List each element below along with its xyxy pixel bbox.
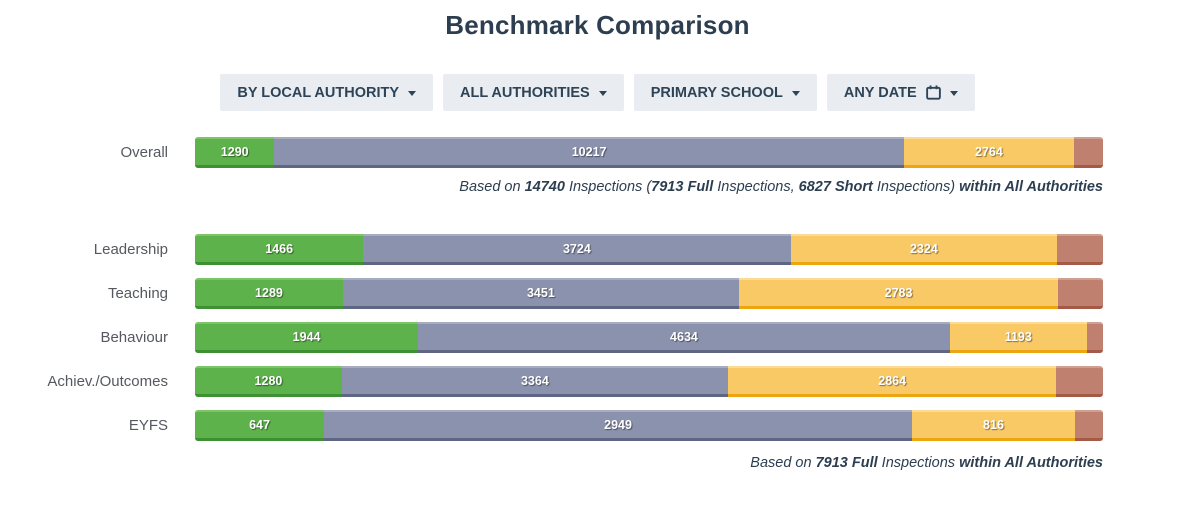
- chart-row-overall: Overall 1290 10217 2764: [0, 137, 1195, 168]
- row-label: Leadership: [93, 241, 168, 258]
- segment-value: 1280: [254, 374, 283, 388]
- caption-text: 6827 Short: [798, 179, 873, 195]
- stacked-bar: 1280 3364 2864: [195, 366, 1103, 397]
- overall-caption: Based on 14740 Inspections (7913 Full In…: [0, 178, 1195, 196]
- segment-value: 1289: [255, 286, 283, 300]
- page-title: Benchmark Comparison: [445, 10, 750, 40]
- row-label: Teaching: [107, 285, 168, 302]
- caption-text: Inspections: [877, 455, 960, 471]
- stacked-bar: 1466 3724 2324: [195, 234, 1103, 265]
- filter-label: BY LOCAL AUTHORITY: [237, 84, 400, 101]
- stacked-bar: 647 2949 816: [195, 410, 1103, 441]
- chevron-down-icon: [949, 91, 958, 96]
- bar-segment-amber[interactable]: 2783: [738, 278, 1059, 309]
- bar-segment-red[interactable]: [1074, 137, 1103, 168]
- segment-value: 1466: [265, 242, 294, 256]
- segment-value: 816: [983, 418, 1004, 432]
- row-label: Overall: [120, 144, 168, 161]
- bar-segment-red[interactable]: [1056, 366, 1103, 397]
- bar-segment-red[interactable]: [1074, 410, 1103, 441]
- caption-text: 7913 Full: [651, 179, 714, 195]
- segment-value: 647: [249, 418, 270, 432]
- row-label: EYFS: [128, 417, 168, 434]
- segment-value: 1193: [1004, 330, 1032, 344]
- caption-text: Based on: [750, 455, 816, 471]
- bar-segment-red[interactable]: [1058, 278, 1103, 309]
- chart-row-achiev-outcomes: Achiev./Outcomes 1280 3364 2864: [0, 366, 1195, 397]
- bar-segment-green[interactable]: 1290: [195, 137, 275, 168]
- bar-segment-red[interactable]: [1057, 234, 1103, 265]
- segment-value: 1944: [292, 330, 321, 344]
- segment-value: 2783: [884, 286, 913, 300]
- bar-segment-amber[interactable]: 2324: [790, 234, 1058, 265]
- detail-section: Leadership 1466 3724 2324 Teaching 1289 3451 27…: [0, 234, 1195, 441]
- segment-value: 1290: [220, 145, 249, 159]
- segment-value: 2864: [878, 374, 907, 388]
- filter-dropdown-any-date[interactable]: ANY DATE: [826, 74, 975, 111]
- bar-segment-green[interactable]: 1466: [195, 234, 364, 265]
- row-label: Achiev./Outcomes: [47, 373, 168, 390]
- row-label: Behaviour: [100, 329, 168, 346]
- benchmark-page: Benchmark Comparison BY LOCAL AUTHORITY …: [0, 10, 1195, 472]
- filter-label: ALL AUTHORITIES: [460, 84, 590, 101]
- calendar-icon: [925, 84, 941, 100]
- bar-segment-slate[interactable]: 3364: [341, 366, 728, 397]
- filter-dropdown-primary-school[interactable]: PRIMARY SCHOOL: [633, 74, 817, 111]
- bar-segment-green[interactable]: 1289: [195, 278, 343, 309]
- filter-dropdown-all-authorities[interactable]: ALL AUTHORITIES: [443, 74, 624, 111]
- bar-segment-slate[interactable]: 3724: [363, 234, 791, 265]
- filter-label: PRIMARY SCHOOL: [650, 84, 783, 101]
- filter-bar: BY LOCAL AUTHORITY ALL AUTHORITIES PRIMA…: [0, 74, 1195, 111]
- segment-value: 3724: [562, 242, 591, 256]
- chevron-down-icon: [408, 91, 417, 96]
- caption-text: Based on: [459, 179, 525, 195]
- segment-value: 4634: [670, 330, 698, 344]
- stacked-bar: 1289 3451 2783: [195, 278, 1103, 309]
- segment-value: 3364: [520, 374, 549, 388]
- segment-value: 2949: [604, 418, 632, 432]
- caption-text: within All Authorities: [959, 455, 1103, 471]
- chevron-down-icon: [791, 91, 800, 96]
- chart-row-teaching: Teaching 1289 3451 2783: [0, 278, 1195, 309]
- bar-segment-slate[interactable]: 3451: [342, 278, 739, 309]
- bar-segment-slate[interactable]: 2949: [324, 410, 913, 441]
- footer-caption: Based on 7913 Full Inspections within Al…: [0, 454, 1195, 472]
- stacked-bar: 1290 10217 2764: [195, 137, 1103, 168]
- chart-row-behaviour: Behaviour 1944 4634 1193: [0, 322, 1195, 353]
- stacked-bar: 1944 4634 1193: [195, 322, 1103, 353]
- bar-segment-green[interactable]: 647: [195, 410, 325, 441]
- bar-segment-amber[interactable]: 1193: [949, 322, 1087, 353]
- caption-text: Inspections,: [713, 179, 799, 195]
- bar-segment-green[interactable]: 1280: [195, 366, 342, 397]
- chevron-down-icon: [598, 91, 607, 96]
- caption-text: Inspections): [872, 179, 960, 195]
- bar-segment-amber[interactable]: 2764: [903, 137, 1075, 168]
- filter-dropdown-by-local-authority[interactable]: BY LOCAL AUTHORITY: [220, 74, 434, 111]
- segment-value: 2764: [974, 145, 1003, 159]
- caption-text: 14740: [524, 179, 565, 195]
- benchmark-chart: Overall 1290 10217 2764 Based on 14740 Insp…: [0, 137, 1195, 472]
- filter-label: ANY DATE: [843, 84, 917, 101]
- bar-segment-slate[interactable]: 10217: [274, 137, 904, 168]
- bar-segment-amber[interactable]: 816: [912, 410, 1075, 441]
- caption-text: Inspections (: [564, 179, 652, 195]
- segment-value: 10217: [571, 145, 607, 159]
- chart-row-eyfs: EYFS 647 2949 816: [0, 410, 1195, 441]
- caption-text: within All Authorities: [959, 179, 1103, 195]
- bar-segment-green[interactable]: 1944: [195, 322, 419, 353]
- caption-text: 7913 Full: [815, 455, 878, 471]
- chart-row-leadership: Leadership 1466 3724 2324: [0, 234, 1195, 265]
- bar-segment-slate[interactable]: 4634: [418, 322, 950, 353]
- bar-segment-red[interactable]: [1086, 322, 1103, 353]
- segment-value: 3451: [526, 286, 555, 300]
- overall-section: Overall 1290 10217 2764: [0, 137, 1195, 168]
- segment-value: 2324: [909, 242, 938, 256]
- bar-segment-amber[interactable]: 2864: [727, 366, 1057, 397]
